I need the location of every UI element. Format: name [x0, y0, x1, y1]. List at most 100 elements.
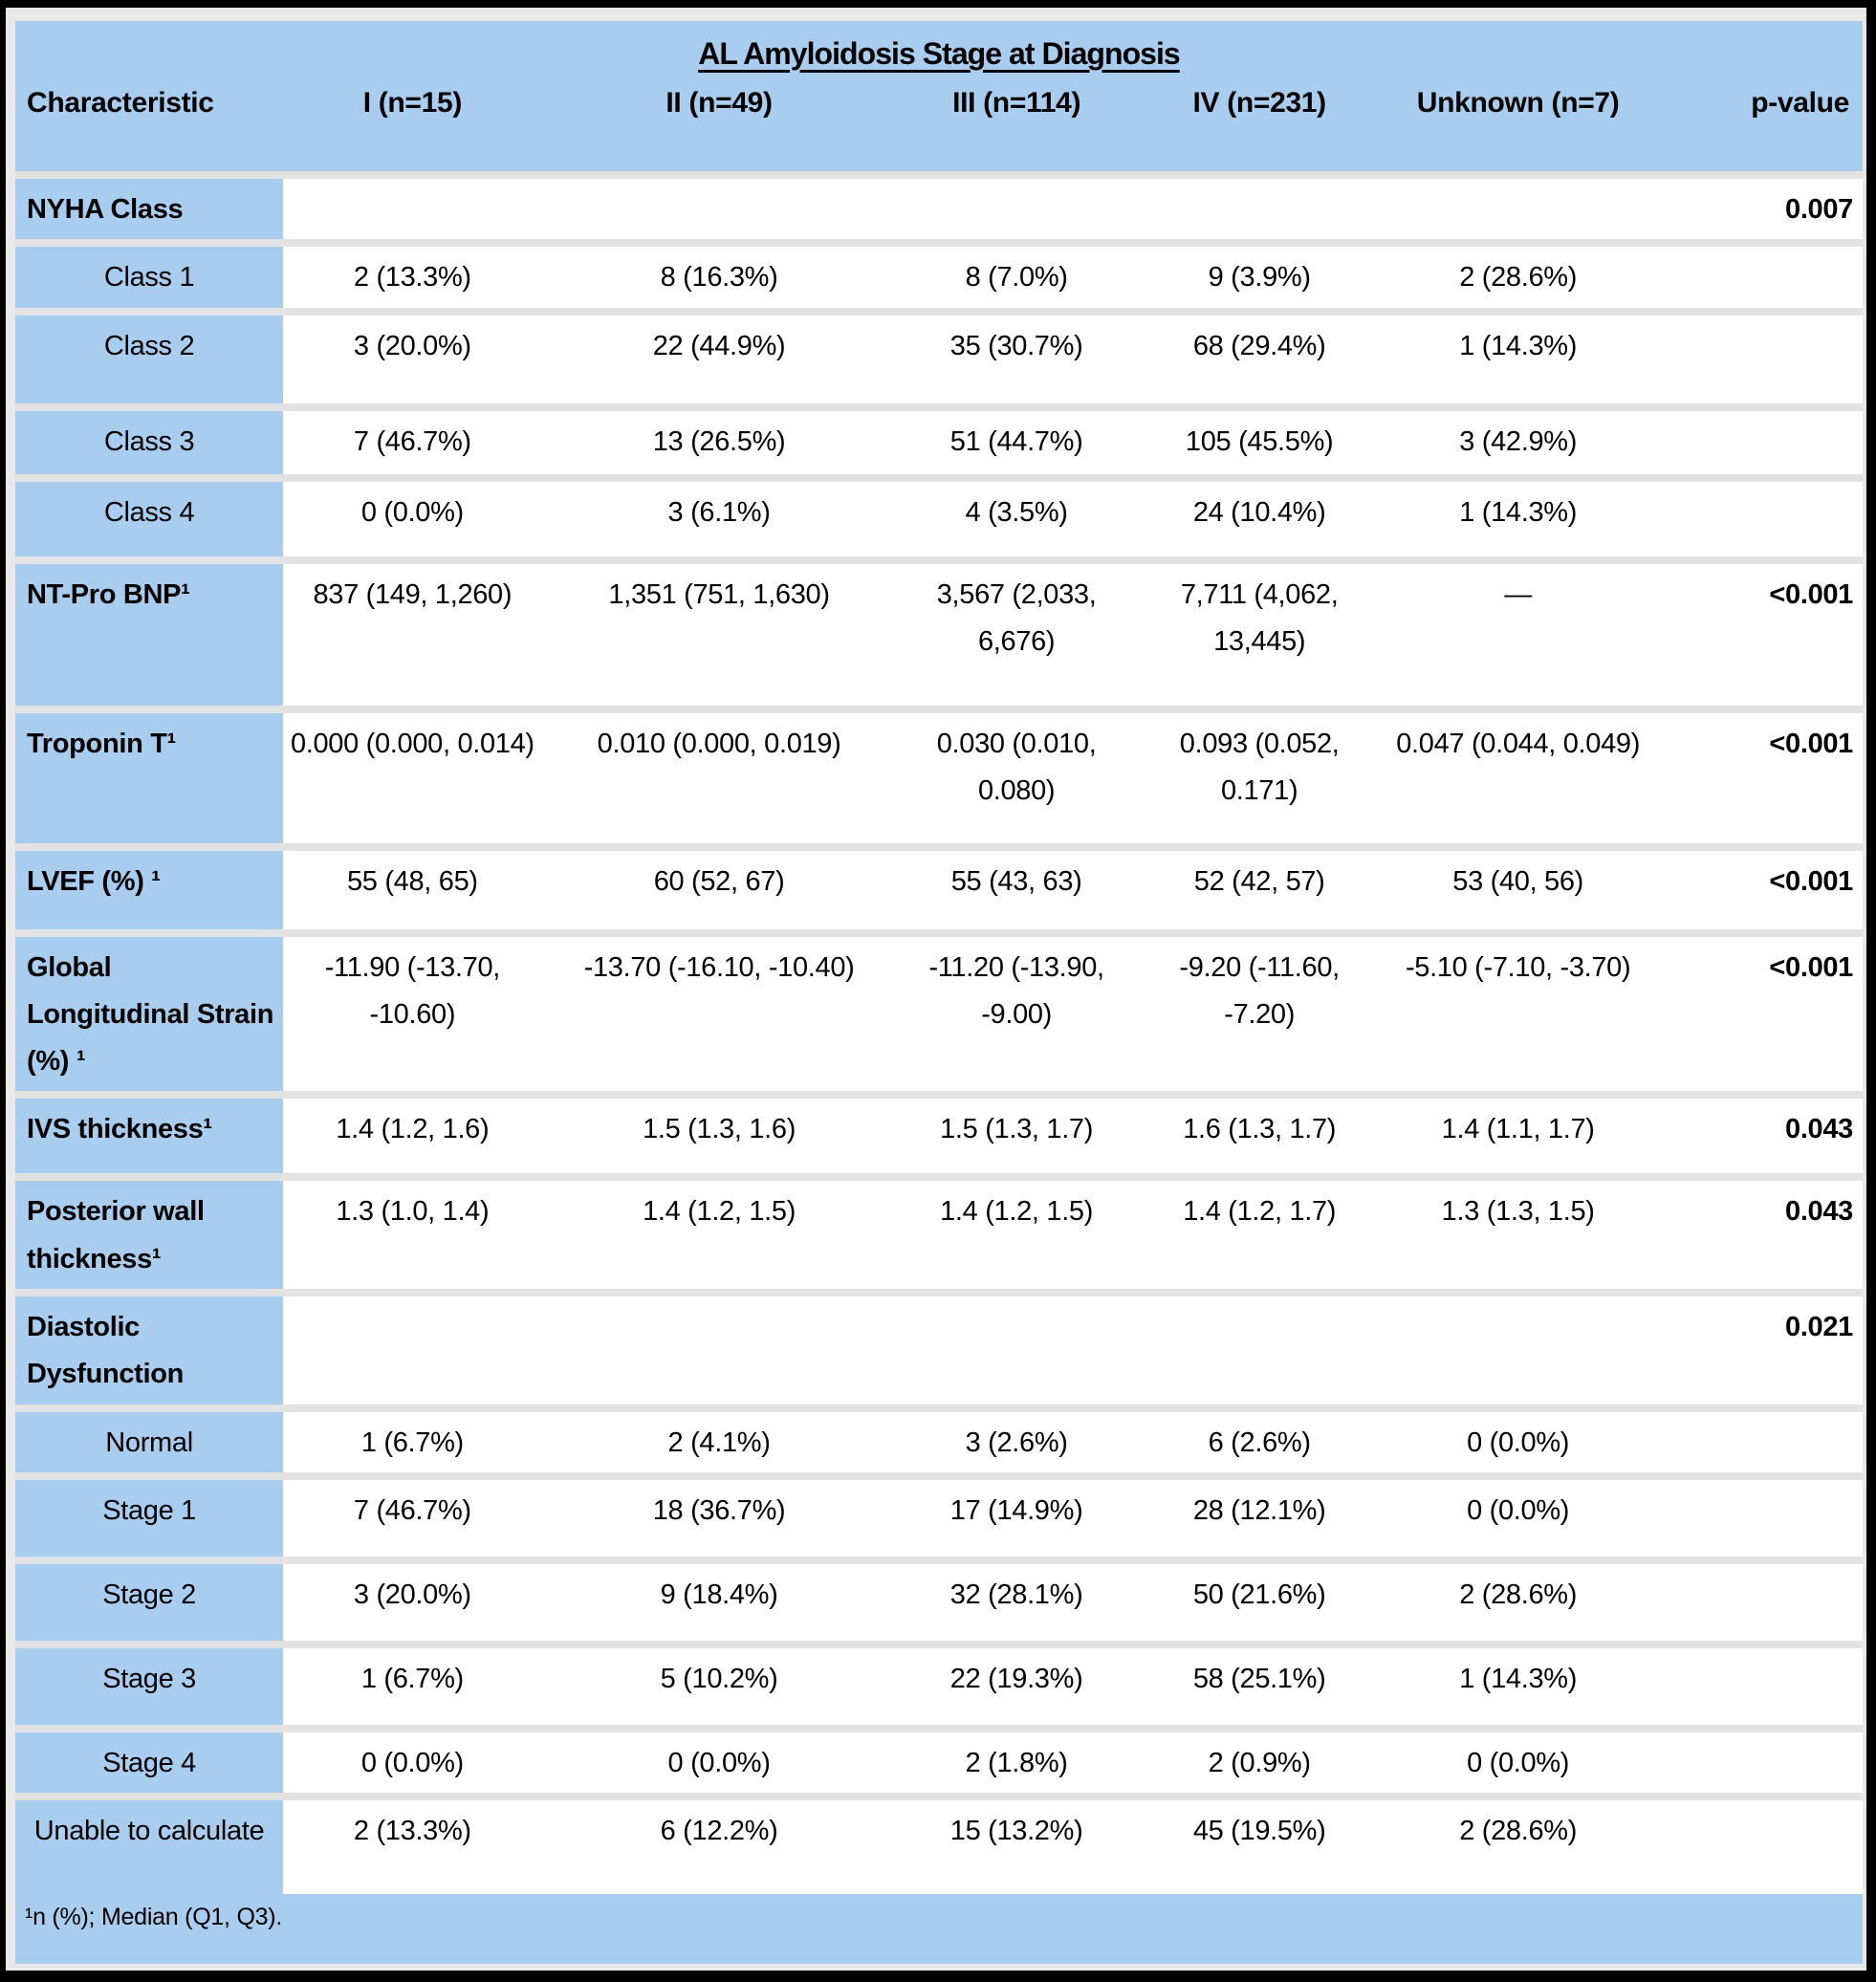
data-cell: 2 (1.8%) [896, 1724, 1137, 1797]
p-value-cell [1653, 1404, 1863, 1476]
data-cell: 3 (20.0%) [283, 307, 542, 407]
data-cell: 52 (42, 57) [1136, 842, 1383, 933]
data-cell: 1.3 (1.0, 1.4) [283, 1173, 542, 1294]
row-label: Posterior wall thickness¹ [15, 1173, 284, 1294]
row-label: Normal [15, 1404, 284, 1476]
table-title-text: AL Amyloidosis Stage at Diagnosis [698, 36, 1181, 71]
data-cell: 28 (12.1%) [1136, 1471, 1383, 1560]
data-cell: 837 (149, 1,260) [283, 555, 542, 709]
data-cell: 9 (18.4%) [541, 1556, 897, 1644]
table-row: Posterior wall thickness¹ 1.3 (1.0, 1.4) 1… [15, 1173, 1863, 1294]
data-cell: 1.4 (1.1, 1.7) [1382, 1091, 1654, 1178]
p-value-cell [1653, 1471, 1863, 1560]
data-cell: 0.030 (0.010, 0.080) [896, 705, 1137, 847]
data-cell: 53 (40, 56) [1382, 842, 1654, 933]
data-cell: 50 (21.6%) [1136, 1556, 1383, 1644]
row-label: NT-Pro BNP¹ [15, 555, 284, 709]
data-cell: 0 (0.0%) [541, 1724, 897, 1797]
column-header-stage-4: IV (n=231) [1136, 77, 1383, 175]
row-label: Diastolic Dysfunction [15, 1289, 284, 1408]
column-header-p-value: p-value [1653, 77, 1863, 175]
data-cell: 7 (46.7%) [283, 403, 542, 478]
data-cell: 8 (16.3%) [541, 239, 897, 312]
data-cell: 2 (28.6%) [1382, 1556, 1654, 1644]
row-label: Global Longitudinal Strain (%) ¹ [15, 928, 284, 1096]
data-cell [541, 170, 897, 244]
data-cell: 7,711 (4,062, 13,445) [1136, 555, 1383, 709]
data-cell [1136, 1289, 1383, 1408]
data-cell: 7 (46.7%) [283, 1471, 542, 1560]
data-cell [1136, 170, 1383, 244]
data-cell: 3 (20.0%) [283, 1556, 542, 1644]
data-cell [896, 1289, 1137, 1408]
column-header-stage-1: I (n=15) [283, 77, 542, 175]
data-cell [1382, 1289, 1654, 1408]
row-label: Class 4 [15, 473, 284, 560]
data-cell: 2 (28.6%) [1382, 239, 1654, 312]
row-label: Stage 4 [15, 1724, 284, 1797]
data-cell: 6 (2.6%) [1136, 1404, 1383, 1476]
data-cell: 0.093 (0.052, 0.171) [1136, 705, 1383, 847]
data-cell: 3 (42.9%) [1382, 403, 1654, 478]
data-cell: 1 (14.3%) [1382, 473, 1654, 560]
row-label: Class 3 [15, 403, 284, 478]
p-value-cell: 0.021 [1653, 1289, 1863, 1408]
column-header-stage-2: II (n=49) [541, 77, 897, 175]
data-cell: -5.10 (-7.10, -3.70) [1382, 928, 1654, 1096]
data-cell: 58 (25.1%) [1136, 1640, 1383, 1729]
data-cell: 45 (19.5%) [1136, 1793, 1383, 1895]
data-cell: 0 (0.0%) [283, 473, 542, 560]
p-value-cell [1653, 1793, 1863, 1895]
table-footer: ¹n (%); Median (Q1, Q3). [15, 1894, 1863, 1965]
column-header-unknown: Unknown (n=7) [1382, 77, 1654, 175]
data-cell: 0.000 (0.000, 0.014) [283, 705, 542, 847]
row-label: Troponin T¹ [15, 705, 284, 847]
data-cell: -11.90 (-13.70, -10.60) [283, 928, 542, 1096]
data-cell: 15 (13.2%) [896, 1793, 1137, 1895]
data-cell [1382, 170, 1654, 244]
data-cell: 1.4 (1.2, 1.5) [896, 1173, 1137, 1294]
data-cell: 5 (10.2%) [541, 1640, 897, 1729]
table-row: Global Longitudinal Strain (%) ¹ -11.90 (… [15, 928, 1863, 1096]
data-cell: 0 (0.0%) [283, 1724, 542, 1797]
data-cell: -11.20 (-13.90, -9.00) [896, 928, 1137, 1096]
data-cell [283, 170, 542, 244]
table-title: AL Amyloidosis Stage at Diagnosis [15, 21, 1863, 77]
data-cell: 18 (36.7%) [541, 1471, 897, 1560]
p-value-cell [1653, 473, 1863, 560]
p-value-cell [1653, 1640, 1863, 1729]
table-row: Unable to calculate 2 (13.3%) 6 (12.2%) 15 … [15, 1793, 1863, 1895]
p-value-cell [1653, 1556, 1863, 1644]
column-header-characteristic: Characteristic [15, 77, 284, 175]
table-header: AL Amyloidosis Stage at Diagnosis Charac… [15, 21, 1863, 175]
table-row: Normal 1 (6.7%) 2 (4.1%) 3 (2.6%) 6 (2.6%) 0 … [15, 1404, 1863, 1476]
table-row: NT-Pro BNP¹ 837 (149, 1,260) 1,351 (751, 1… [15, 555, 1863, 709]
data-cell: — [1382, 555, 1654, 709]
data-cell: 1 (6.7%) [283, 1640, 542, 1729]
data-cell: 0 (0.0%) [1382, 1724, 1654, 1797]
p-value-cell [1653, 307, 1863, 407]
data-cell: 17 (14.9%) [896, 1471, 1137, 1560]
data-cell: 1,351 (751, 1,630) [541, 555, 897, 709]
data-cell: 2 (13.3%) [283, 1793, 542, 1895]
table-row: Diastolic Dysfunction 0.021 [15, 1289, 1863, 1408]
p-value-cell [1653, 1724, 1863, 1797]
data-cell: 1.4 (1.2, 1.6) [283, 1091, 542, 1178]
table-row: Troponin T¹ 0.000 (0.000, 0.014) 0.010 (0.… [15, 705, 1863, 847]
data-cell: 1 (6.7%) [283, 1404, 542, 1476]
table-row: NYHA Class 0.007 [15, 170, 1863, 244]
row-label: NYHA Class [15, 170, 284, 244]
p-value-cell [1653, 239, 1863, 312]
data-cell: 0.010 (0.000, 0.019) [541, 705, 897, 847]
row-label: Stage 2 [15, 1556, 284, 1644]
data-cell: 55 (48, 65) [283, 842, 542, 933]
data-cell [283, 1289, 542, 1408]
data-cell: 4 (3.5%) [896, 473, 1137, 560]
